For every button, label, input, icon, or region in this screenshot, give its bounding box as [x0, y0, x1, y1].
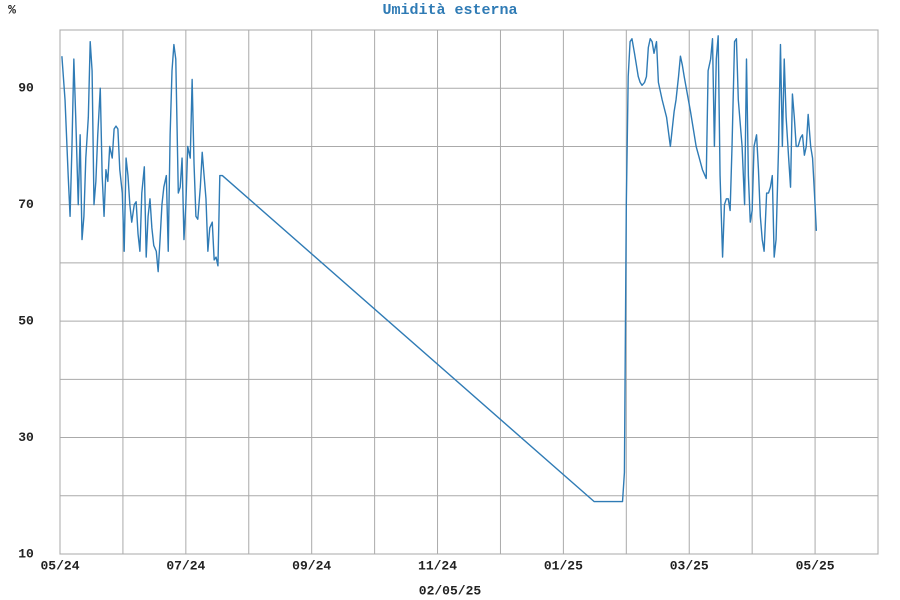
x-axis-label: 02/05/25: [419, 583, 482, 598]
x-tick-label: 05/24: [40, 558, 79, 573]
x-tick-label: 09/24: [292, 558, 331, 573]
y-tick-label: 90: [18, 81, 34, 96]
x-tick-label: 07/24: [166, 558, 205, 573]
x-tick-label: 03/25: [670, 558, 709, 573]
chart-title: Umidità esterna: [382, 2, 517, 19]
x-tick-label: 11/24: [418, 558, 457, 573]
y-tick-label: 50: [18, 314, 34, 329]
y-unit: %: [8, 2, 16, 17]
x-tick-label: 01/25: [544, 558, 583, 573]
x-tick-label: 05/25: [796, 558, 835, 573]
y-tick-label: 10: [18, 546, 34, 561]
y-tick-label: 30: [18, 430, 34, 445]
data-line: [61, 35, 818, 503]
plot-frame: [59, 29, 879, 555]
y-tick-label: 70: [18, 197, 34, 212]
